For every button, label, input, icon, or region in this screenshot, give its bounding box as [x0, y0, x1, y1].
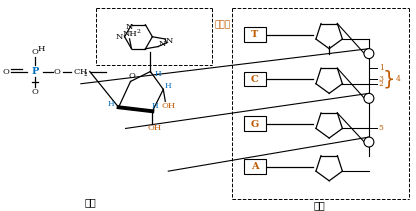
Text: OH: OH [147, 124, 161, 132]
Text: O: O [3, 68, 10, 76]
FancyBboxPatch shape [244, 116, 265, 131]
Text: 2: 2 [379, 80, 384, 88]
Text: H: H [165, 83, 171, 91]
Text: 5: 5 [379, 124, 384, 133]
Text: }: } [383, 70, 395, 89]
FancyBboxPatch shape [244, 72, 265, 87]
Text: H: H [37, 45, 45, 53]
Text: P: P [32, 67, 39, 76]
Text: H: H [107, 100, 114, 108]
Text: 2: 2 [136, 29, 141, 34]
Text: H: H [155, 69, 162, 77]
Text: C: C [74, 68, 80, 76]
Text: 3: 3 [379, 76, 384, 84]
Text: O: O [128, 73, 135, 80]
Text: A: A [251, 162, 258, 171]
Circle shape [364, 49, 374, 59]
Text: 4: 4 [396, 76, 401, 84]
Text: 腺嘌呤: 腺嘌呤 [215, 20, 231, 29]
Text: 图一: 图一 [85, 198, 97, 207]
Text: H: H [152, 102, 158, 110]
FancyBboxPatch shape [244, 27, 265, 42]
Text: 2: 2 [84, 72, 88, 77]
Text: H: H [79, 68, 87, 76]
Text: O: O [32, 88, 39, 96]
Text: C: C [251, 75, 259, 84]
Text: N: N [116, 33, 123, 41]
Circle shape [364, 93, 374, 103]
FancyBboxPatch shape [244, 159, 265, 174]
Text: 图二: 图二 [313, 201, 325, 210]
Text: N: N [166, 37, 173, 45]
Text: O: O [32, 48, 39, 56]
Text: N: N [126, 23, 133, 31]
Text: N: N [158, 40, 166, 47]
Text: T: T [251, 30, 258, 39]
Text: O: O [54, 68, 60, 76]
Circle shape [364, 137, 374, 147]
Text: NH: NH [122, 30, 137, 38]
Text: OH: OH [161, 102, 176, 110]
Text: 1: 1 [379, 64, 384, 72]
Text: G: G [250, 120, 259, 129]
